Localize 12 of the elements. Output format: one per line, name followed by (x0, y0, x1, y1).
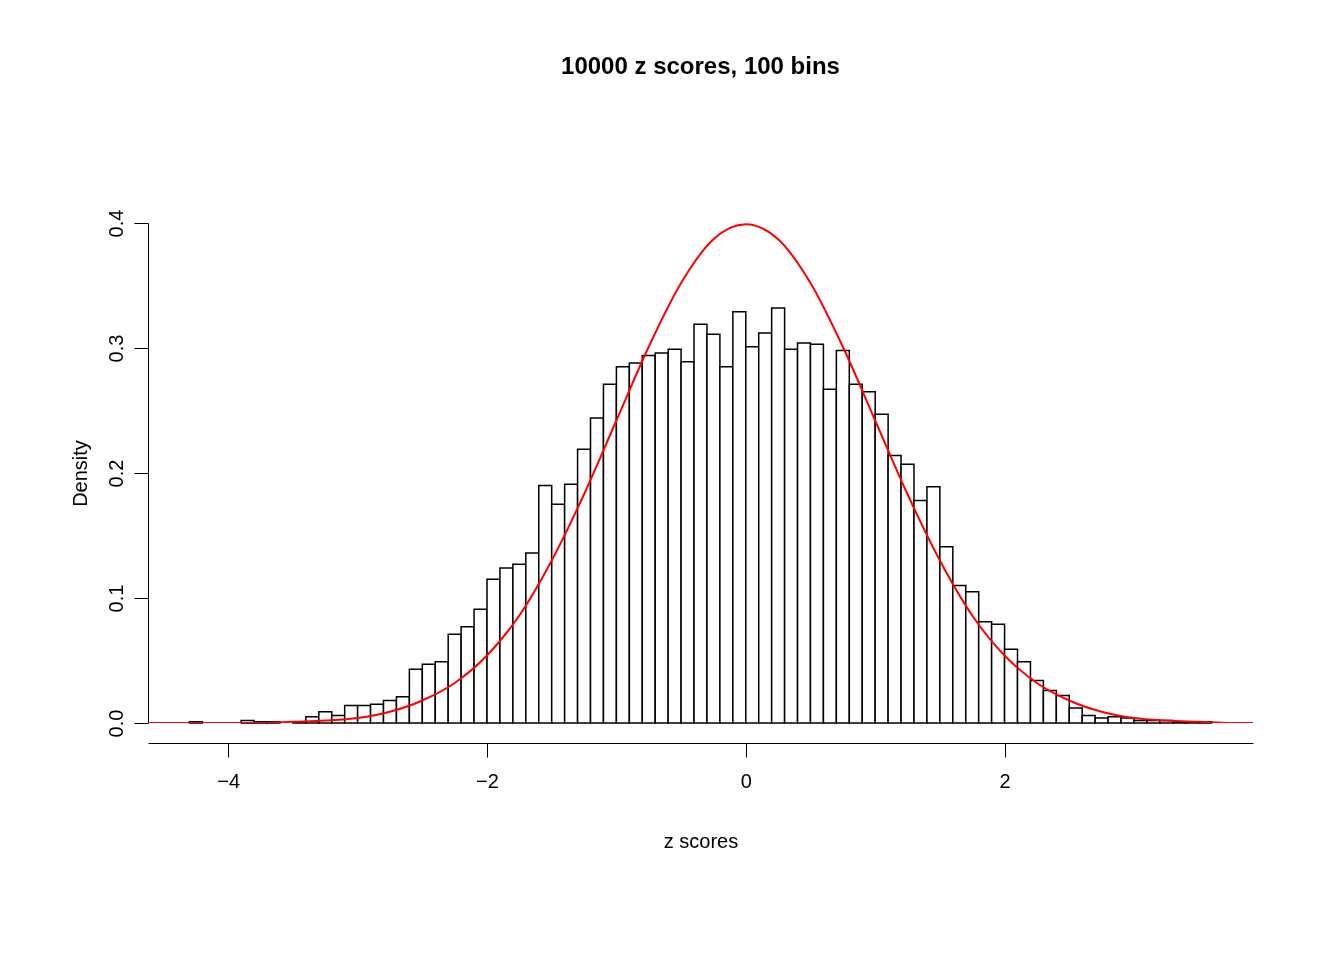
y-tick-label: 0.3 (104, 334, 127, 363)
y-tick-label: 0.4 (104, 209, 127, 238)
y-tick-label: 0.0 (104, 709, 127, 738)
x-tick-label: −2 (476, 769, 499, 792)
y-axis-title: Density (68, 440, 91, 507)
x-tick-label: −4 (217, 769, 241, 792)
x-tick-label: 2 (999, 769, 1011, 792)
chart-title: 10000 z scores, 100 bins (561, 52, 840, 80)
y-tick-label: 0.1 (104, 584, 127, 613)
x-axis-title: z scores (663, 829, 739, 852)
y-tick-label: 0.2 (104, 459, 127, 488)
x-tick-label: 0 (740, 769, 752, 792)
